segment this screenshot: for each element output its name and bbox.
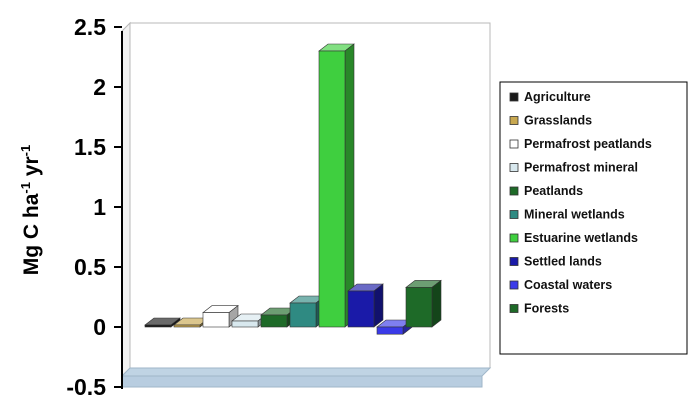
y-tick-label: 0 xyxy=(93,314,106,340)
y-tick-label: 1 xyxy=(93,194,106,220)
bars xyxy=(144,43,442,335)
y-axis-label-sup2: -1 xyxy=(18,145,33,157)
bar-front-face xyxy=(289,302,317,328)
bar-forests xyxy=(405,279,442,328)
legend-entry: Coastal waters xyxy=(509,278,612,292)
legend-swatch xyxy=(509,163,519,172)
legend-swatch xyxy=(509,304,519,313)
bar-front-face xyxy=(202,312,230,328)
legend-entry: Permafrost mineral xyxy=(509,161,638,175)
y-tick-label: 2 xyxy=(93,74,106,100)
bar-side-face xyxy=(344,43,355,328)
side-wall xyxy=(121,21,131,378)
legend-box xyxy=(499,81,688,355)
legend-label: Agriculture xyxy=(524,90,591,104)
y-tick-label: 0.5 xyxy=(74,254,106,280)
y-axis-ticks: 2.5 2 1.5 1 0.5 0 -0.5 xyxy=(66,14,122,400)
legend-swatch xyxy=(509,257,519,266)
legend-entry: Permafrost peatlands xyxy=(509,137,652,151)
bar-front-face xyxy=(318,50,346,328)
bar-front-face xyxy=(405,287,433,328)
floor-front xyxy=(121,375,483,388)
legend-items: Agriculture Grasslands Permafrost peatland… xyxy=(509,90,652,316)
bar-front-face xyxy=(347,290,375,328)
legend-entry: Estuarine wetlands xyxy=(509,231,638,245)
legend-label: Permafrost peatlands xyxy=(524,137,652,151)
bar-front-face xyxy=(231,320,259,328)
legend-entry: Mineral wetlands xyxy=(509,208,625,222)
legend-label: Mineral wetlands xyxy=(524,208,625,222)
plot-frame xyxy=(120,21,492,389)
floor xyxy=(120,367,492,377)
y-axis-label-mid: yr xyxy=(20,156,43,182)
bar-side-face xyxy=(373,283,384,328)
bar-side-face xyxy=(431,279,442,328)
legend-entry: Settled lands xyxy=(509,255,602,269)
y-tick-label: 2.5 xyxy=(74,14,106,40)
legend-swatch xyxy=(509,139,519,149)
legend-entry: Forests xyxy=(509,302,569,316)
legend-swatch xyxy=(509,233,519,243)
bar-permafrost-peatlands xyxy=(202,304,239,328)
legend-swatch xyxy=(509,280,519,290)
y-tick-label: 1.5 xyxy=(74,134,106,160)
y-axis-label-base: Mg C ha xyxy=(20,193,43,275)
y-tick-label: -0.5 xyxy=(66,374,106,400)
legend-label: Grasslands xyxy=(524,114,592,128)
y-axis-label: Mg C ha-1 yr-1 xyxy=(18,145,43,275)
bar-front-face xyxy=(173,324,201,328)
legend-label: Coastal waters xyxy=(524,278,612,292)
legend-label: Settled lands xyxy=(524,255,602,269)
y-axis-label-sup1: -1 xyxy=(18,182,33,194)
legend-entry: Grasslands xyxy=(509,114,592,128)
legend-entry: Peatlands xyxy=(509,184,583,198)
bar-estuarine-wetlands xyxy=(318,43,355,328)
legend-label: Estuarine wetlands xyxy=(524,231,638,245)
bar-front-face xyxy=(260,314,288,328)
legend-label: Peatlands xyxy=(524,184,583,198)
legend: Agriculture Grasslands Permafrost peatland… xyxy=(499,81,688,355)
legend-swatch xyxy=(509,186,519,196)
legend-swatch xyxy=(509,92,519,102)
bar-settled-lands xyxy=(347,283,384,328)
bar-front-face xyxy=(144,324,172,328)
bar-agriculture xyxy=(144,317,181,328)
bar-front-face xyxy=(376,326,404,335)
legend-swatch xyxy=(509,116,519,125)
legend-entry: Agriculture xyxy=(509,90,591,104)
legend-swatch xyxy=(509,210,519,219)
legend-label: Forests xyxy=(524,302,569,316)
legend-label: Permafrost mineral xyxy=(524,161,638,175)
